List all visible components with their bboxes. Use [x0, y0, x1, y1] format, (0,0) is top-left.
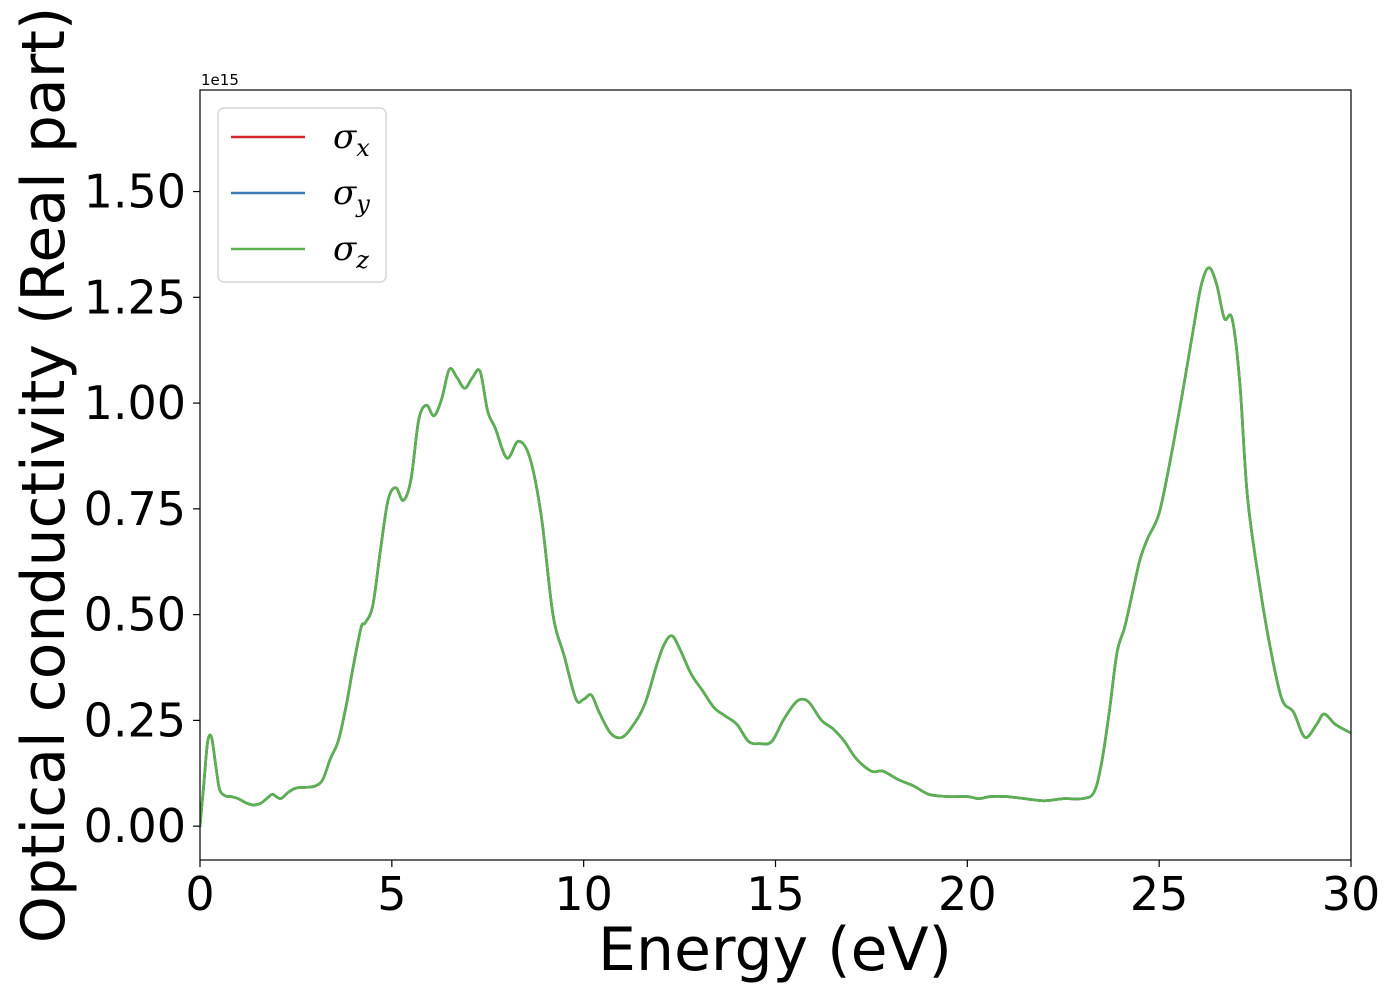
y-tick-label: 0.25 [84, 693, 186, 747]
series-line-σy [200, 266, 1351, 828]
y-axis-ticks: 0.00 0.25 0.50 0.75 1.00 1.25 1.50 [84, 165, 200, 853]
x-axis-label: Energy (eV) [598, 915, 952, 985]
x-tick-label: 30 [1322, 867, 1381, 921]
y-axis-label: Optical conductivity (Real part) [9, 7, 79, 944]
x-axis-ticks: 0 5 10 15 20 25 30 [185, 860, 1380, 921]
y-tick-label: 0.75 [84, 482, 186, 536]
x-tick-label: 20 [938, 867, 997, 921]
y-tick-label: 0.00 [84, 799, 186, 853]
legend-box [217, 107, 387, 283]
x-tick-label: 0 [185, 867, 214, 921]
series-line-σz [200, 266, 1351, 828]
y-offset-label: 1e15 [201, 71, 239, 89]
legend: σx σy σz [217, 107, 387, 283]
x-tick-label: 25 [1130, 867, 1189, 921]
legend-label: σz [333, 229, 369, 274]
series-line-σx [200, 266, 1351, 828]
legend-label: σy [333, 173, 370, 218]
x-tick-label: 5 [377, 867, 406, 921]
legend-label: σx [333, 117, 370, 162]
y-tick-label: 0.50 [84, 588, 186, 642]
y-tick-label: 1.25 [84, 270, 186, 324]
series-layer [200, 266, 1351, 828]
x-tick-label: 10 [554, 867, 613, 921]
x-tick-label: 15 [746, 867, 805, 921]
y-tick-label: 1.00 [84, 376, 186, 430]
y-tick-label: 1.50 [84, 165, 186, 219]
